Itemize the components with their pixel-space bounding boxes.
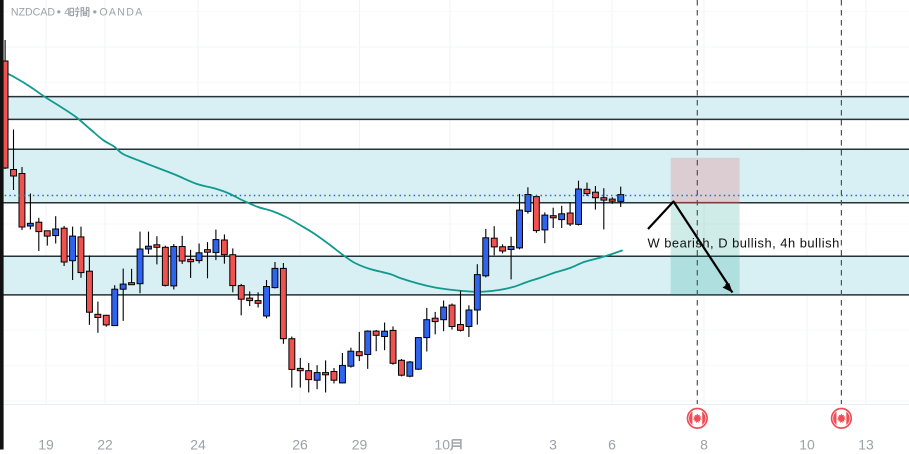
svg-text:8: 8 — [700, 437, 708, 453]
svg-text:4: 4 — [64, 7, 70, 19]
svg-text:19: 19 — [38, 437, 54, 453]
svg-text:24: 24 — [190, 437, 206, 453]
svg-text:10: 10 — [799, 437, 815, 453]
svg-text:26: 26 — [292, 437, 308, 453]
svg-text:10: 10 — [434, 437, 450, 453]
svg-text:6: 6 — [608, 437, 616, 453]
svg-text:NZDCAD: NZDCAD — [11, 7, 55, 19]
svg-text:OANDA: OANDA — [99, 7, 143, 19]
svg-text:29: 29 — [352, 437, 368, 453]
svg-text:3: 3 — [549, 437, 557, 453]
svg-text:13: 13 — [858, 437, 874, 453]
svg-text:22: 22 — [97, 437, 113, 453]
svg-text:W bearish, D bullish, 4h bulli: W bearish, D bullish, 4h bullish — [648, 236, 840, 251]
